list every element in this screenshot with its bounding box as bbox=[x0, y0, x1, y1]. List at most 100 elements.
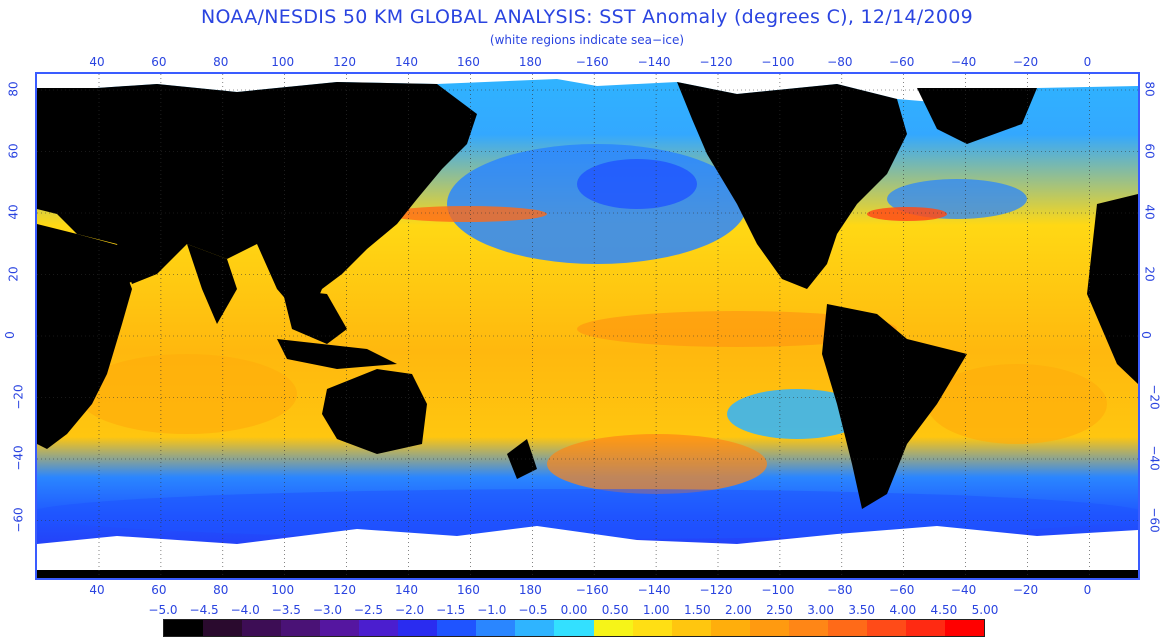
south-pacific-warm bbox=[547, 434, 767, 494]
map-grid bbox=[37, 74, 1138, 578]
colorbar-swatch bbox=[242, 620, 282, 636]
west-africa-edge bbox=[1087, 194, 1138, 384]
longitude-label: 160 bbox=[456, 55, 480, 69]
longitude-label: −140 bbox=[637, 55, 671, 69]
longitude-label: 120 bbox=[333, 55, 357, 69]
legend-label: −5.0 bbox=[148, 603, 178, 617]
north-pacific-cool-anomaly bbox=[447, 144, 747, 264]
colorbar-swatch bbox=[710, 620, 750, 636]
latitude-label: −60 bbox=[11, 506, 26, 533]
south-pacific-cool bbox=[727, 389, 867, 439]
latitude-label: −40 bbox=[11, 445, 26, 471]
longitude-label: 80 bbox=[213, 55, 229, 69]
arabia bbox=[77, 234, 147, 289]
colorbar-swatch bbox=[437, 620, 477, 636]
latitude-label: 20 bbox=[1142, 265, 1157, 282]
gulf-stream-warm bbox=[867, 207, 947, 221]
longitude-label: −80 bbox=[827, 583, 853, 597]
longitude-label: −40 bbox=[950, 583, 977, 597]
latitude-label: 0 bbox=[2, 331, 17, 339]
legend-label: −4.5 bbox=[189, 603, 219, 617]
kuroshio-warm-band bbox=[387, 206, 547, 222]
longitude-label: 40 bbox=[89, 55, 105, 69]
colorbar-swatch bbox=[905, 620, 945, 636]
indian-ocean-warm bbox=[77, 354, 297, 434]
longitude-label: 180 bbox=[518, 583, 542, 597]
legend-label: −3.5 bbox=[271, 603, 301, 617]
colorbar-swatch bbox=[827, 620, 867, 636]
legend-label: −3.0 bbox=[312, 603, 342, 617]
latitude-label: −20 bbox=[11, 383, 26, 410]
colorbar-swatch bbox=[671, 620, 711, 636]
longitude-label: −60 bbox=[889, 55, 915, 69]
legend-label: −1.0 bbox=[477, 603, 507, 617]
longitude-label: −40 bbox=[950, 55, 977, 69]
legend-label: −2.5 bbox=[353, 603, 384, 617]
longitude-label: 60 bbox=[151, 583, 167, 597]
legend-label: 2.00 bbox=[725, 603, 752, 617]
colorbar-swatch bbox=[749, 620, 789, 636]
latitude-label: 40 bbox=[1142, 204, 1157, 220]
longitude-label: −60 bbox=[889, 583, 915, 597]
map-subtitle: (white regions indicate sea−ice) bbox=[489, 33, 685, 47]
latitude-label: 40 bbox=[6, 204, 21, 220]
colorbar-swatch bbox=[359, 620, 399, 636]
north-america bbox=[677, 82, 907, 289]
longitude-label: 40 bbox=[89, 583, 105, 597]
legend-label: 3.50 bbox=[848, 603, 876, 617]
antarctica bbox=[37, 570, 1138, 578]
longitude-label: 100 bbox=[271, 55, 295, 69]
colorbar-swatch bbox=[398, 620, 438, 636]
longitude-label: −100 bbox=[761, 583, 795, 597]
colorbar-swatch bbox=[281, 620, 321, 636]
legend-label: −2.0 bbox=[395, 603, 425, 617]
legend-label: 5.00 bbox=[971, 603, 999, 617]
colorbar-swatch bbox=[554, 620, 594, 636]
colorbar-swatch bbox=[593, 620, 633, 636]
longitude-label: −80 bbox=[827, 55, 853, 69]
longitude-label: 80 bbox=[213, 583, 229, 597]
longitude-label: −140 bbox=[637, 583, 671, 597]
longitude-label: 180 bbox=[518, 55, 542, 69]
longitude-label: −160 bbox=[575, 55, 609, 69]
south-america bbox=[822, 304, 967, 509]
colorbar-swatch bbox=[866, 620, 906, 636]
latitude-label: 20 bbox=[6, 265, 21, 282]
eurasia bbox=[37, 82, 477, 324]
legend-label: 4.00 bbox=[889, 603, 917, 617]
longitude-label: 140 bbox=[395, 583, 418, 597]
colorbar-swatch bbox=[515, 620, 555, 636]
longitude-label: 60 bbox=[151, 55, 167, 69]
equatorial-pacific-warm bbox=[577, 311, 897, 347]
antarctic-sea-ice bbox=[37, 526, 1138, 578]
longitude-label: −100 bbox=[761, 55, 795, 69]
land-masses bbox=[37, 82, 1138, 578]
greenland bbox=[917, 88, 1037, 144]
southeast-asia bbox=[282, 289, 347, 344]
map-canvas bbox=[37, 74, 1138, 578]
sst-anomaly-map bbox=[35, 72, 1140, 580]
longitude-label: −20 bbox=[1012, 583, 1039, 597]
longitude-label: 0 bbox=[1083, 55, 1092, 69]
legend-label: −1.5 bbox=[436, 603, 466, 617]
colorbar-swatch bbox=[320, 620, 360, 636]
legend-label: 1.50 bbox=[683, 603, 711, 617]
latitude-label: 80 bbox=[1142, 81, 1157, 97]
colorbar bbox=[163, 619, 985, 637]
australia bbox=[322, 369, 427, 454]
longitude-label: 140 bbox=[395, 55, 418, 69]
colorbar-swatch bbox=[476, 620, 516, 636]
legend-label: 0.00 bbox=[560, 603, 588, 617]
legend-label: 1.00 bbox=[642, 603, 670, 617]
map-title: NOAA/NESDIS 50 KM GLOBAL ANALYSIS: SST A… bbox=[200, 6, 974, 28]
longitude-label: −160 bbox=[575, 583, 609, 597]
latitude-label: 60 bbox=[6, 142, 21, 159]
longitude-label: 120 bbox=[333, 583, 357, 597]
legend-label: 4.50 bbox=[930, 603, 958, 617]
latitude-label: −60 bbox=[1147, 506, 1162, 533]
colorbar-swatch bbox=[632, 620, 672, 636]
colorbar-swatch bbox=[203, 620, 243, 636]
longitude-label: 100 bbox=[271, 583, 295, 597]
legend-label: −0.5 bbox=[518, 603, 548, 617]
latitude-label: 60 bbox=[1142, 142, 1157, 159]
